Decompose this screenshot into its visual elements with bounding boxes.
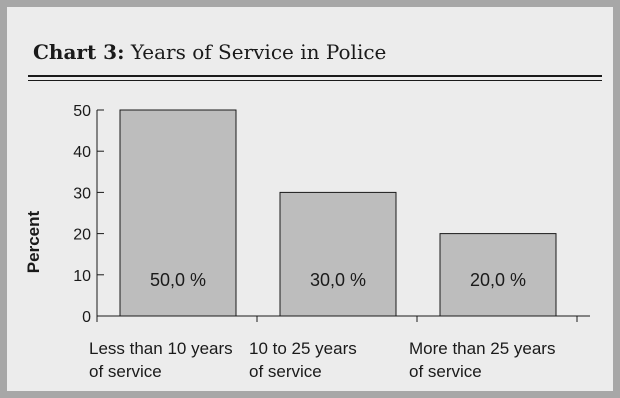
y-axis-title: Percent — [24, 210, 43, 273]
y-tick-label: 10 — [73, 268, 91, 285]
chart-title-prefix: Chart 3: — [33, 40, 125, 64]
bar — [279, 191, 397, 317]
bar-data-label: 50,0 % — [150, 270, 206, 290]
x-category-label: 10 to 25 years — [249, 339, 357, 358]
title-rule-thin — [28, 80, 602, 81]
y-tick-label: 0 — [82, 309, 91, 326]
y-tick-label: 50 — [73, 103, 91, 120]
x-category-label: Less than 10 years — [89, 339, 233, 358]
bar — [119, 109, 237, 317]
y-tick-label: 20 — [73, 227, 91, 244]
x-category-label: of service — [249, 362, 322, 381]
bar — [439, 233, 557, 317]
x-category-label: of service — [89, 362, 162, 381]
bar-data-label: 30,0 % — [310, 270, 366, 290]
y-tick-label: 30 — [73, 185, 91, 202]
x-category-label: of service — [409, 362, 482, 381]
x-category-label: More than 25 years — [409, 339, 555, 358]
y-tick-label: 40 — [73, 144, 91, 161]
chart-title-text: Years of Service in Police — [130, 40, 387, 64]
chart-title: Chart 3: Years of Service in Police — [33, 40, 386, 64]
title-rule-thick — [28, 75, 602, 77]
bar-data-label: 20,0 % — [470, 270, 526, 290]
